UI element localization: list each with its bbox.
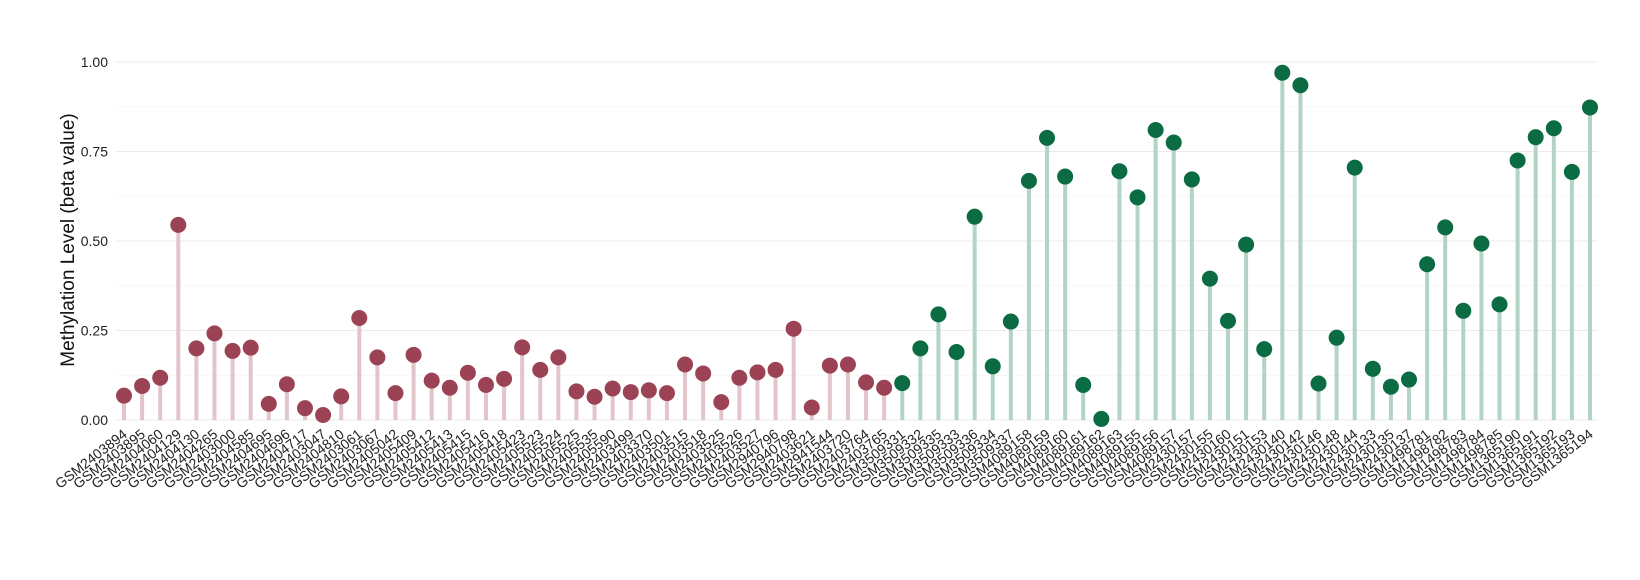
data-point: [586, 388, 603, 405]
data-point: [1165, 134, 1182, 151]
data-point: [387, 385, 404, 402]
data-point: [1419, 256, 1436, 273]
data-point: [170, 216, 187, 233]
data-point: [604, 380, 621, 397]
data-point: [333, 388, 350, 405]
data-point: [532, 361, 549, 378]
data-point: [1256, 341, 1273, 358]
data-point: [803, 399, 820, 416]
data-point: [1509, 152, 1526, 169]
y-tick-label: 1.00: [81, 54, 108, 70]
y-tick-label: 0.50: [81, 233, 108, 249]
data-point: [1382, 378, 1399, 395]
data-point: [858, 374, 875, 391]
data-point: [749, 364, 766, 381]
data-point: [188, 340, 205, 357]
y-tick-label: 0.00: [81, 412, 108, 428]
data-point: [1563, 163, 1580, 180]
data-point: [1020, 172, 1037, 189]
data-point: [477, 376, 494, 393]
y-axis-ticks: 0.00 0.25 0.50 0.75 1.00: [81, 54, 108, 428]
data-point: [1328, 329, 1345, 346]
data-point: [1437, 219, 1454, 236]
data-point: [1039, 129, 1056, 146]
data-point: [459, 364, 476, 381]
data-point: [1111, 163, 1128, 180]
data-point: [1274, 64, 1291, 81]
data-point: [1346, 159, 1363, 176]
data-point: [695, 365, 712, 382]
data-point: [242, 339, 259, 356]
data-point: [785, 320, 802, 337]
data-point: [966, 208, 983, 225]
data-point: [876, 379, 893, 396]
data-point: [1201, 270, 1218, 287]
data-point: [423, 372, 440, 389]
data-point: [1491, 296, 1508, 313]
data-point: [441, 379, 458, 396]
data-point: [405, 346, 422, 363]
data-point: [351, 309, 368, 326]
data-point: [568, 383, 585, 400]
point-layer: [116, 64, 1598, 427]
data-point: [713, 394, 730, 411]
data-point: [894, 375, 911, 392]
data-point: [496, 370, 513, 387]
data-point: [315, 406, 332, 423]
data-point: [948, 343, 965, 360]
data-point: [839, 356, 856, 373]
data-point: [1002, 313, 1019, 330]
data-point: [640, 382, 657, 399]
data-point: [1075, 376, 1092, 393]
data-point: [134, 377, 151, 394]
data-point: [296, 400, 313, 417]
stem-layer: [122, 72, 1592, 420]
data-point: [1057, 168, 1074, 185]
data-point: [984, 358, 1001, 375]
data-point: [1455, 302, 1472, 319]
data-point: [1527, 129, 1544, 146]
data-point: [1364, 360, 1381, 377]
data-point: [1238, 236, 1255, 253]
data-point: [260, 395, 277, 412]
data-point: [278, 376, 295, 393]
data-point: [821, 357, 838, 374]
data-point: [767, 361, 784, 378]
x-axis-ticks: GSM2403894GSM2403895GSM2404060GSM2404129…: [52, 426, 1596, 492]
data-point: [1582, 99, 1598, 116]
data-point: [116, 387, 132, 404]
data-point: [1310, 375, 1327, 392]
y-tick-label: 0.25: [81, 323, 108, 339]
data-point: [1473, 235, 1490, 252]
data-point: [930, 306, 947, 323]
data-point: [622, 384, 639, 401]
data-point: [369, 349, 386, 366]
data-point: [1545, 120, 1562, 137]
y-tick-label: 0.75: [81, 144, 108, 160]
data-point: [550, 349, 567, 366]
data-point: [1183, 171, 1200, 188]
data-point: [731, 369, 748, 386]
data-point: [206, 325, 223, 342]
data-point: [1129, 189, 1146, 206]
data-point: [514, 339, 531, 356]
data-point: [1093, 410, 1110, 427]
data-point: [658, 385, 675, 402]
data-point: [1147, 122, 1164, 139]
data-point: [1292, 77, 1309, 94]
y-axis-title: Methylation Level (beta value): [58, 113, 79, 366]
data-point: [1220, 312, 1237, 329]
data-point: [224, 342, 241, 359]
data-point: [1401, 371, 1418, 388]
data-point: [912, 340, 929, 357]
data-point: [152, 369, 169, 386]
data-point: [677, 356, 694, 373]
grid-layer: [116, 61, 1598, 421]
